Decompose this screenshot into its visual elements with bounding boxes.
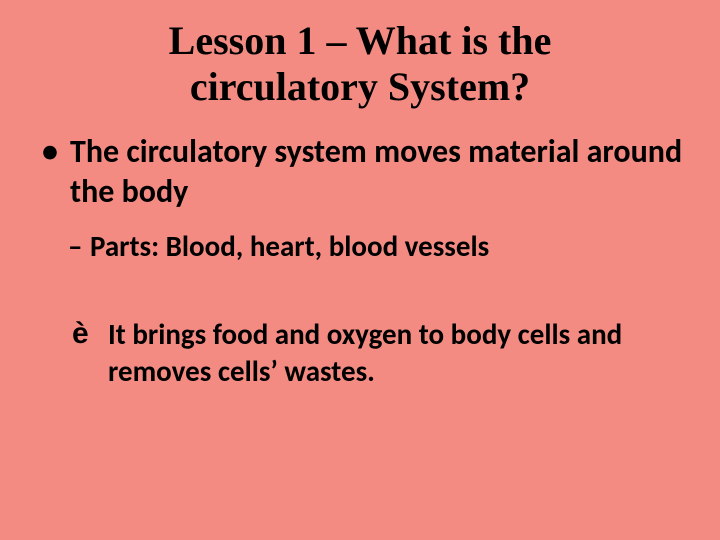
dash-marker: – (68, 228, 90, 266)
bullet-level-1: • The circulatory system moves material … (36, 132, 684, 212)
bullet-text: Parts: Blood, heart, blood vessels (90, 228, 684, 266)
slide-title: Lesson 1 – What is the circulatory Syste… (36, 18, 684, 110)
bullet-level-2: – Parts: Blood, heart, blood vessels (36, 228, 684, 266)
bullet-text: The circulatory system moves material ar… (70, 132, 684, 212)
title-line-1: Lesson 1 – What is the (169, 18, 552, 63)
arrow-icon: è (72, 316, 108, 352)
slide: Lesson 1 – What is the circulatory Syste… (0, 0, 720, 540)
bullet-marker: • (36, 132, 70, 172)
bullet-level-3: è It brings food and oxygen to body cell… (36, 316, 684, 391)
bullet-text: It brings food and oxygen to body cells … (108, 316, 684, 391)
title-line-2: circulatory System? (190, 64, 530, 109)
